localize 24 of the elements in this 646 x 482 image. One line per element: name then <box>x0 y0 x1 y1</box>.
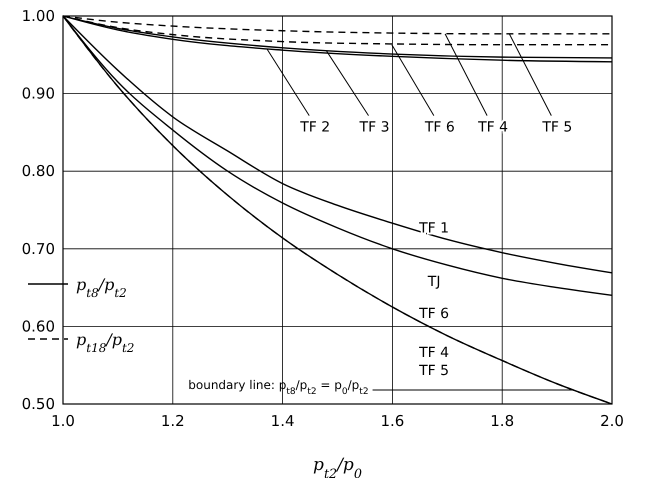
annotation: TF 1 <box>418 220 450 236</box>
annotation: TF 5 <box>541 120 572 136</box>
x-tick-label: 1.2 <box>160 412 185 430</box>
x-tick-label: 1.6 <box>380 412 404 430</box>
x-tick-label: 1.8 <box>490 412 514 430</box>
y-tick-label: 1.00 <box>22 7 55 25</box>
annotation: TF 2 <box>299 120 330 136</box>
legend-label: p$_{t18}$/p$_{t2}$ <box>76 330 134 355</box>
y-tick-label: 0.80 <box>22 162 55 180</box>
x-tick-label: 2.0 <box>600 412 624 430</box>
annotation: TF 6 <box>418 306 450 322</box>
y-tick-label: 0.70 <box>22 240 55 258</box>
x-tick-label: 1.4 <box>270 412 295 430</box>
annotation: TF 5 <box>418 362 450 379</box>
y-tick-label: 0.90 <box>22 84 55 103</box>
annotation: TF 6 <box>424 120 455 136</box>
y-tick-label: 0.50 <box>22 395 55 413</box>
x-axis-title: p$_{t2}$/p$_{0}$ <box>313 455 362 482</box>
legend-label: p$_{t8}$/p$_{t2}$ <box>76 275 127 300</box>
annotation: TF 3 <box>358 120 390 136</box>
annotation: TF 4 <box>418 345 450 362</box>
x-tick-label: 1.0 <box>51 412 75 430</box>
y-tick-label: 0.60 <box>22 317 55 336</box>
annotation: TJ <box>426 274 440 290</box>
